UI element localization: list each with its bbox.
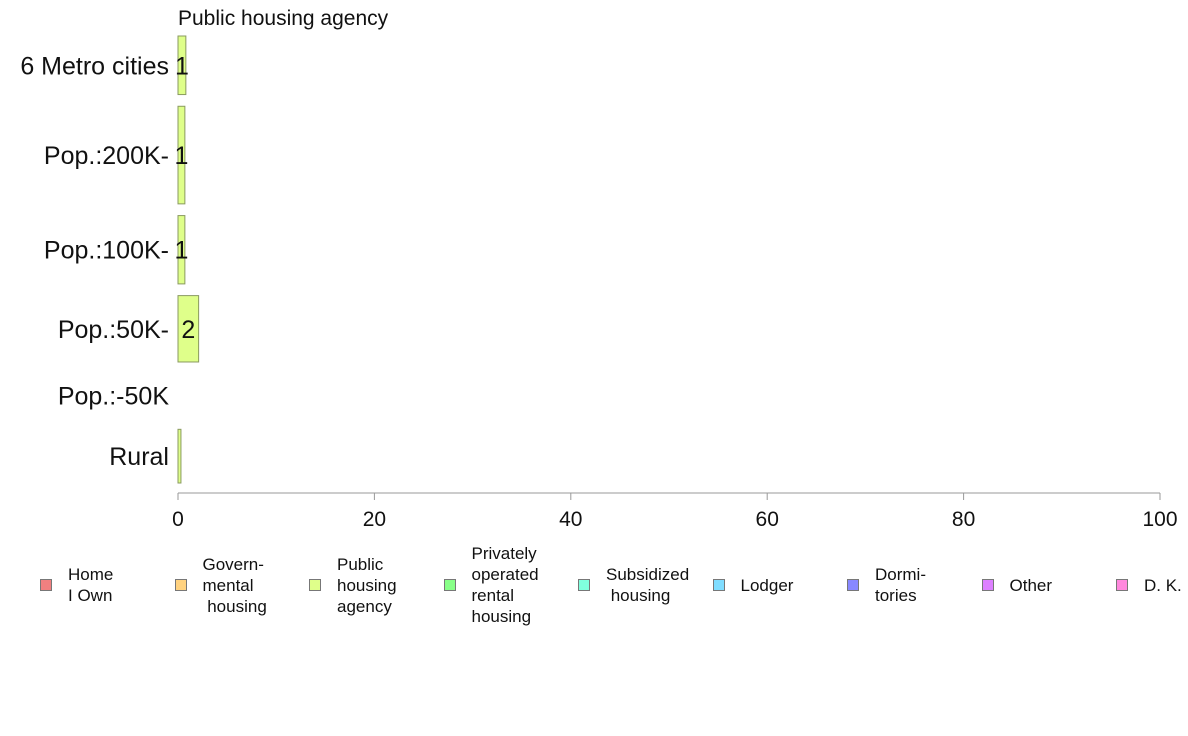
legend-item: Subsidized housing [578, 564, 689, 606]
x-tick-label: 20 [363, 508, 386, 531]
x-tick-label: 80 [952, 508, 975, 531]
legend-item: Other [981, 575, 1053, 596]
x-tick-label: 60 [756, 508, 779, 531]
category-label: Pop.:100K- [44, 237, 169, 265]
legend-swatch [847, 579, 859, 591]
legend-item: Privately operated rental housing [443, 543, 539, 627]
x-tick-label: 40 [559, 508, 582, 531]
legend-label: Other [1009, 575, 1053, 595]
legend-swatch [443, 579, 456, 591]
legend-label: Home I Own [68, 565, 114, 605]
category-label: Pop.:50K- [58, 316, 169, 344]
legend-item: D. K. [1116, 575, 1182, 596]
data-label: 1 [175, 52, 189, 80]
legend-label: Privately operated rental housing [471, 544, 539, 626]
legend-label: D. K. [1144, 575, 1182, 595]
x-tick-label: 100 [1142, 508, 1177, 531]
category-label: Rural [109, 443, 169, 471]
data-label: 1 [174, 142, 188, 170]
legend-label: Dormi- tories [875, 565, 926, 605]
category-label: Pop.:-50K [58, 383, 170, 411]
bar [177, 428, 182, 484]
data-label: 2 [181, 316, 195, 344]
category-label: 6 Metro cities [20, 52, 169, 80]
legend-swatch [578, 579, 590, 591]
legend: Home I Own Govern- mental housing Public h… [0, 540, 1188, 640]
legend-swatch [712, 579, 725, 591]
bar [177, 295, 200, 363]
legend-label: Subsidized housing [606, 565, 690, 605]
bar [177, 35, 187, 96]
legend-swatch [309, 579, 321, 591]
legend-label: Lodger [740, 575, 794, 595]
chart-title: Public housing agency [178, 7, 389, 30]
legend-item: Home I Own [40, 564, 113, 606]
legend-swatch [40, 579, 52, 591]
legend-item: Dormi- tories [847, 564, 926, 606]
legend-item: Govern- mental housing [174, 554, 267, 617]
legend-label: Govern- mental housing [202, 554, 267, 616]
bar [177, 105, 186, 205]
bar-chart: Public housing agency 6 Metro cities 1Pop… [20, 7, 1177, 531]
bar [177, 215, 186, 285]
category-label: Pop.:200K- [44, 142, 169, 170]
legend-swatch [981, 579, 994, 591]
legend-label: Public housing agency [337, 554, 397, 616]
legend-swatch [1116, 579, 1128, 591]
legend-swatch [174, 579, 187, 591]
data-label: 1 [174, 237, 188, 265]
x-tick-label: 0 [172, 508, 184, 531]
legend-item: Public housing agency [309, 554, 397, 617]
legend-item: Lodger [712, 575, 794, 596]
